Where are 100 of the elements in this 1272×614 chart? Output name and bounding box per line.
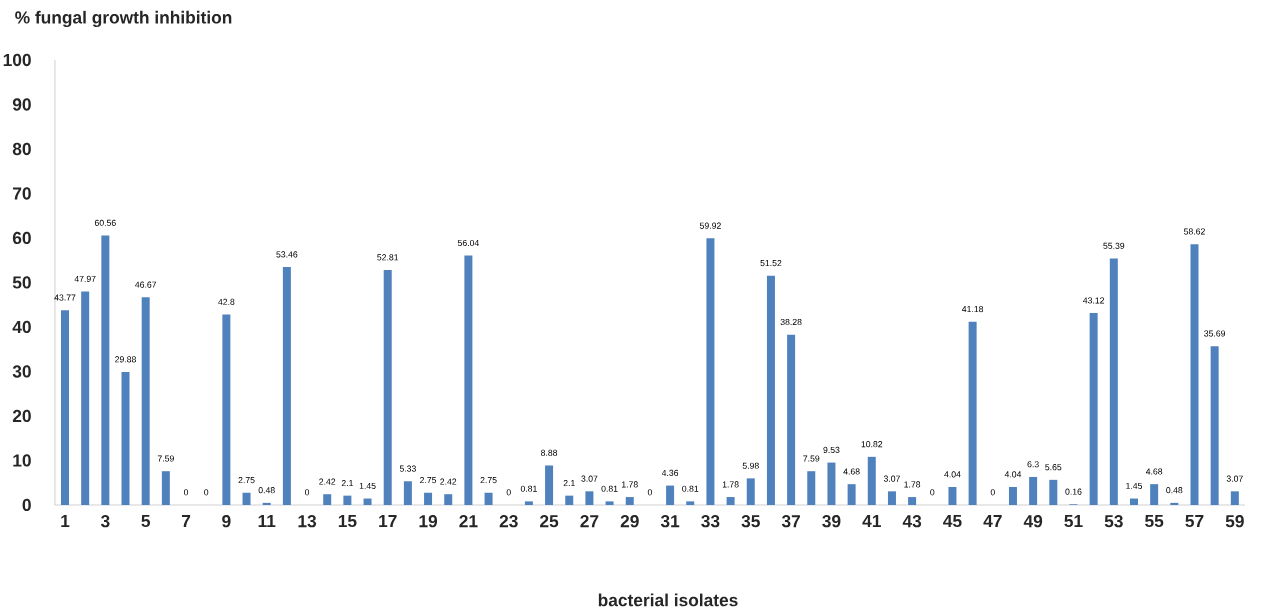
- y-tick-label: 20: [12, 409, 31, 423]
- bar: [1150, 484, 1159, 505]
- data-label: 0: [647, 489, 652, 496]
- bar: [1029, 476, 1038, 505]
- data-label: 5.65: [1045, 464, 1062, 471]
- data-label: 0.16: [1065, 488, 1082, 495]
- data-label: 4.04: [944, 471, 961, 478]
- x-tick-label: 7: [181, 515, 191, 527]
- x-tick-label: 51: [1064, 515, 1083, 528]
- bar: [61, 310, 70, 505]
- bar: [444, 494, 453, 505]
- x-tick-label: 11: [258, 515, 276, 527]
- y-tick-label: 50: [12, 276, 31, 289]
- bar: [1049, 479, 1058, 505]
- x-tick-label: 59: [1225, 515, 1244, 528]
- x-tick-label: 37: [781, 515, 800, 528]
- bar: [363, 498, 372, 505]
- x-tick-label: 17: [379, 515, 397, 527]
- data-label: 3.07: [1226, 475, 1243, 482]
- data-label: 0.48: [1166, 487, 1183, 494]
- x-tick-label: 47: [983, 515, 1002, 527]
- bar: [1190, 244, 1199, 505]
- data-label: 2.1: [341, 480, 353, 487]
- x-tick-label: 27: [580, 515, 599, 528]
- x-tick-label: 25: [540, 515, 559, 528]
- x-tick-label: 13: [298, 515, 317, 528]
- y-tick-label: 30: [12, 365, 31, 378]
- data-label: 10.82: [861, 441, 883, 448]
- x-tick-label: 21: [459, 515, 478, 528]
- data-label: 1.45: [359, 482, 376, 489]
- y-tick-label: 90: [12, 98, 31, 111]
- data-label: 0: [990, 489, 995, 496]
- data-label: 60.56: [94, 219, 116, 226]
- bar: [706, 238, 715, 505]
- bar: [605, 501, 614, 505]
- bar: [1109, 258, 1118, 505]
- data-label: 0: [204, 489, 209, 496]
- data-label: 38.28: [780, 318, 802, 326]
- x-tick-label: 57: [1185, 515, 1204, 528]
- bar: [827, 462, 836, 505]
- bar: [1230, 491, 1239, 505]
- data-label: 0: [506, 489, 511, 496]
- x-axis-title: bacterial isolates: [598, 593, 738, 607]
- x-tick-label: 49: [1023, 515, 1043, 528]
- data-label: 3.07: [581, 475, 598, 482]
- bar: [282, 267, 291, 505]
- x-tick-label: 35: [741, 515, 760, 528]
- data-label: 3.07: [883, 475, 900, 482]
- data-label: 6.3: [1027, 461, 1039, 468]
- data-label: 1.45: [1126, 482, 1143, 489]
- bar: [968, 321, 977, 505]
- bar: [1129, 498, 1138, 505]
- bar: [726, 497, 735, 505]
- y-tick-label: 70: [13, 187, 31, 200]
- data-label: 1.78: [904, 481, 921, 488]
- data-label: 58.62: [1184, 228, 1205, 235]
- bar: [686, 501, 695, 505]
- y-tick-label: 60: [12, 231, 31, 245]
- bar: [141, 297, 150, 505]
- bar: [524, 501, 533, 505]
- x-tick-label: 53: [1104, 515, 1123, 528]
- y-tick-label: 10: [13, 454, 31, 467]
- bar: [424, 492, 433, 505]
- x-tick-label: 1: [61, 515, 70, 527]
- x-tick-label: 39: [822, 515, 841, 528]
- bar: [343, 495, 352, 505]
- x-tick-label: 9: [222, 515, 231, 528]
- bar: [565, 495, 574, 505]
- bar: [383, 269, 392, 505]
- x-tick-label: 43: [902, 515, 922, 528]
- data-label: 2.1: [563, 480, 575, 487]
- data-label: 2.42: [440, 478, 457, 485]
- data-label: 55.39: [1103, 242, 1125, 249]
- x-tick-label: 23: [499, 515, 518, 528]
- bar: [1170, 502, 1179, 505]
- bar: [1210, 346, 1219, 505]
- bar: [625, 497, 634, 505]
- x-tick-label: 41: [862, 515, 881, 527]
- x-tick-label: 19: [419, 515, 438, 528]
- data-label: 56.04: [457, 239, 479, 247]
- bar: [484, 492, 493, 505]
- y-tick-label: 100: [3, 53, 31, 67]
- data-label: 53.46: [276, 251, 298, 258]
- bar: [464, 255, 473, 505]
- data-label: 4.68: [1145, 468, 1163, 475]
- data-label: 0: [930, 489, 935, 496]
- data-label: 4.04: [1004, 471, 1022, 478]
- bar: [887, 491, 896, 505]
- x-tick-label: 5: [141, 515, 151, 528]
- x-tick-label: 29: [620, 515, 639, 528]
- data-label: 4.36: [661, 469, 679, 476]
- data-label: 0.81: [601, 485, 618, 492]
- data-label: 29.88: [115, 356, 136, 363]
- data-label: 2.75: [420, 477, 437, 484]
- bar: [242, 492, 251, 505]
- bar: [262, 502, 271, 505]
- bar: [121, 372, 130, 505]
- x-tick-label: 45: [943, 515, 962, 528]
- bar: [1008, 487, 1017, 505]
- bar: [867, 456, 876, 505]
